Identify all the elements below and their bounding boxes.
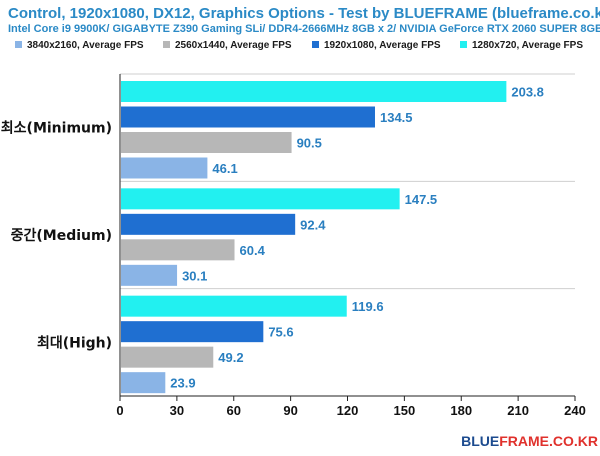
bar-2-2 [121, 321, 264, 343]
legend-swatch-2 [312, 41, 319, 48]
chart-subtitle: Intel Core i9 9900K/ GIGABYTE Z390 Gamin… [8, 23, 600, 35]
data-label-2-2: 75.6 [268, 325, 293, 340]
bar-0-1 [121, 132, 292, 153]
data-label-0-2: 134.5 [380, 110, 413, 125]
data-label-1-0: 30.1 [182, 268, 207, 283]
bar-0-2 [121, 106, 375, 128]
plot-area: 0 30 60 90 120 150 180 210 240 최소(Minimum) 203.8 13… [1, 73, 586, 418]
x-tick-label-5: 150 [394, 403, 416, 418]
bar-2-0 [121, 372, 166, 394]
bar-0-0 [121, 157, 208, 179]
bar-2-1 [121, 346, 214, 368]
bar-1-1 [121, 239, 235, 261]
data-label-1-1: 60.4 [240, 243, 266, 258]
data-label-0-1: 90.5 [297, 136, 322, 151]
watermark-frame: FRAME.CO.KR [499, 433, 598, 449]
legend-label-1: 2560x1440, Average FPS [175, 40, 292, 51]
data-label-1-3: 147.5 [405, 192, 438, 207]
category-label-0: 최소(Minimum) [1, 121, 112, 137]
data-label-2-1: 49.2 [218, 350, 243, 365]
category-label-1: 중간(Medium) [11, 227, 112, 244]
bar-1-3 [121, 188, 400, 210]
legend-label-0: 3840x2160, Average FPS [27, 40, 144, 51]
legend-swatch-0 [15, 41, 22, 48]
x-tick-label-7: 210 [507, 403, 529, 418]
data-label-2-3: 119.6 [352, 299, 384, 314]
data-label-0-0: 46.1 [212, 161, 237, 176]
x-tick-label-4: 120 [337, 403, 359, 418]
watermark: BLUEFRAME.CO.KR [461, 433, 598, 449]
legend: 3840x2160, Average FPS 2560x1440, Average… [15, 40, 583, 51]
bar-1-0 [121, 264, 178, 286]
legend-label-3: 1280x720, Average FPS [472, 40, 583, 51]
data-label-0-3: 203.8 [511, 85, 544, 100]
x-tick-label-8: 240 [564, 403, 586, 418]
x-tick-label-1: 30 [170, 403, 184, 418]
bar-2-3 [121, 295, 347, 317]
legend-label-2: 1920x1080, Average FPS [324, 40, 441, 51]
legend-swatch-1 [163, 41, 170, 48]
x-tick-label-0: 0 [116, 403, 123, 418]
watermark-blue: BLUE [461, 433, 499, 449]
data-label-2-0: 23.9 [170, 376, 195, 391]
data-label-1-2: 92.4 [300, 217, 326, 232]
chart-title: Control, 1920x1080, DX12, Graphics Optio… [8, 5, 600, 22]
category-label-2: 최대(High) [37, 335, 112, 351]
bar-1-2 [121, 213, 296, 235]
x-tick-label-3: 90 [283, 403, 297, 418]
legend-swatch-3 [460, 41, 467, 48]
bar-0-3 [121, 81, 507, 102]
x-tick-label-6: 180 [450, 403, 472, 418]
x-tick-label-2: 60 [227, 403, 241, 418]
